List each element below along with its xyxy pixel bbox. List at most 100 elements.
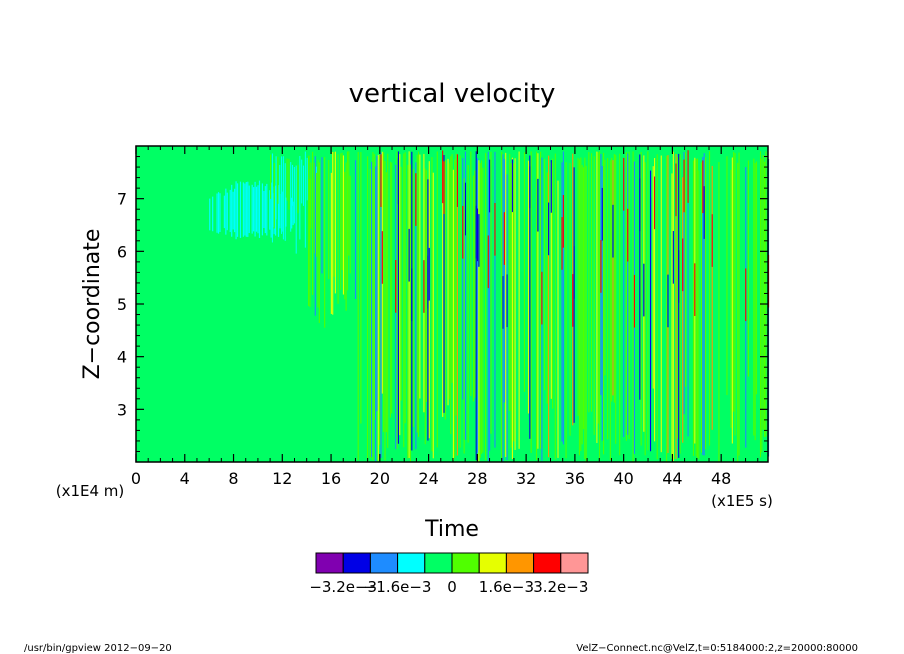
y-unit-label: (x1E4 m) [56,482,125,500]
heatmap-cell [544,159,546,391]
heatmap-cell [381,231,383,284]
heatmap-cell [687,162,689,437]
x-tick-label: 40 [613,469,633,488]
heatmap-cell [527,160,530,414]
heatmap-cell [548,202,550,256]
heatmap-cell [427,255,429,309]
heatmap-cell [270,182,272,238]
heatmap-cell [442,161,444,417]
heatmap-cell [292,164,294,206]
y-tick-label: 5 [117,295,127,314]
heatmap-cell [603,152,605,455]
heatmap-cell [226,192,228,231]
heatmap-cell [404,152,406,424]
heatmap-cell [730,169,732,428]
heatmap-cell [316,172,318,257]
heatmap-cell [282,191,284,232]
heatmap-cell [403,153,405,448]
heatmap-cell [505,152,507,458]
x-axis-label: Time [424,517,479,542]
heatmap-cell [597,152,599,424]
heatmap-cell [324,156,326,328]
colorbar-swatch [315,552,344,574]
heatmap-cell [367,156,369,462]
heatmap-cell [682,238,684,292]
heatmap-cell [383,152,385,432]
heatmap-cell [619,153,621,456]
colorbar-swatch [342,552,371,574]
heatmap-cell [633,274,635,328]
heatmap-cell [627,208,629,262]
heatmap-cell [613,154,615,403]
heatmap-cell [330,172,332,314]
colorbar-swatch [424,552,453,574]
heatmap-cell [765,151,767,437]
colorbar-tick-label: −3.2e−3 [309,578,377,596]
heatmap-cell [581,165,583,445]
heatmap-cell [675,154,677,460]
heatmap-cell [467,165,469,443]
heatmap-cell [241,184,243,235]
heatmap-cell [612,160,614,396]
heatmap-cell [611,157,613,402]
heatmap-cell [478,214,480,267]
heatmap-cell [482,167,484,453]
heatmap-cell [684,152,686,387]
heatmap-cell [397,151,399,205]
heatmap-cell [537,153,539,449]
heatmap-cell [711,165,713,430]
heatmap-cell [269,190,271,230]
heatmap-cell [415,173,417,226]
heatmap-cell [377,154,379,461]
heatmap-cell [456,169,458,456]
heatmap-cell [236,183,239,237]
heatmap-cell [490,151,492,434]
heatmap-cell [416,154,418,433]
heatmap-cell [656,154,658,460]
heatmap-cell [282,156,284,240]
heatmap-cell [518,151,520,449]
heatmap-cell [755,161,758,395]
heatmap-cell [738,152,740,456]
heatmap-cell [475,205,477,259]
heatmap-cell [678,153,680,458]
heatmap-cell [245,182,247,237]
heatmap-cell [745,268,747,322]
heatmap-cell [215,194,217,233]
heatmap-cell [474,170,476,398]
heatmap-cell [546,172,548,404]
heatmap-cell [210,197,212,231]
heatmap-cell [284,163,286,241]
heatmap-cell [407,164,409,459]
heatmap-cell [708,151,711,446]
heatmap-cell [290,162,292,232]
heatmap-cell [299,155,301,240]
heatmap-cell [676,156,678,439]
heatmap-cell [503,159,505,403]
heatmap-cell [242,182,244,237]
heatmap-cell [213,199,215,228]
heatmap-cell [464,182,467,236]
heatmap-cell [248,185,250,234]
heatmap-cell [503,212,505,265]
heatmap-cell [472,175,475,402]
heatmap-cell [548,155,550,458]
footer-left: /usr/bin/gpview 2012−09−20 [24,643,172,654]
heatmap-cell [459,155,461,448]
heatmap-cell [389,161,391,418]
heatmap-cell [463,178,465,454]
heatmap-cell [726,156,728,396]
x-tick-label: 12 [272,469,292,488]
heatmap-cell [599,151,601,460]
heatmap-cell [763,161,766,438]
heatmap-cell [455,153,457,416]
heatmap-cell [317,170,319,308]
heatmap-cell [682,177,684,443]
heatmap-cell [672,230,674,284]
heatmap-cell [357,151,359,461]
heatmap-cell [260,184,262,235]
heatmap-cell [212,196,214,232]
heatmap-cell [244,183,246,236]
heatmap-cell [478,160,480,462]
